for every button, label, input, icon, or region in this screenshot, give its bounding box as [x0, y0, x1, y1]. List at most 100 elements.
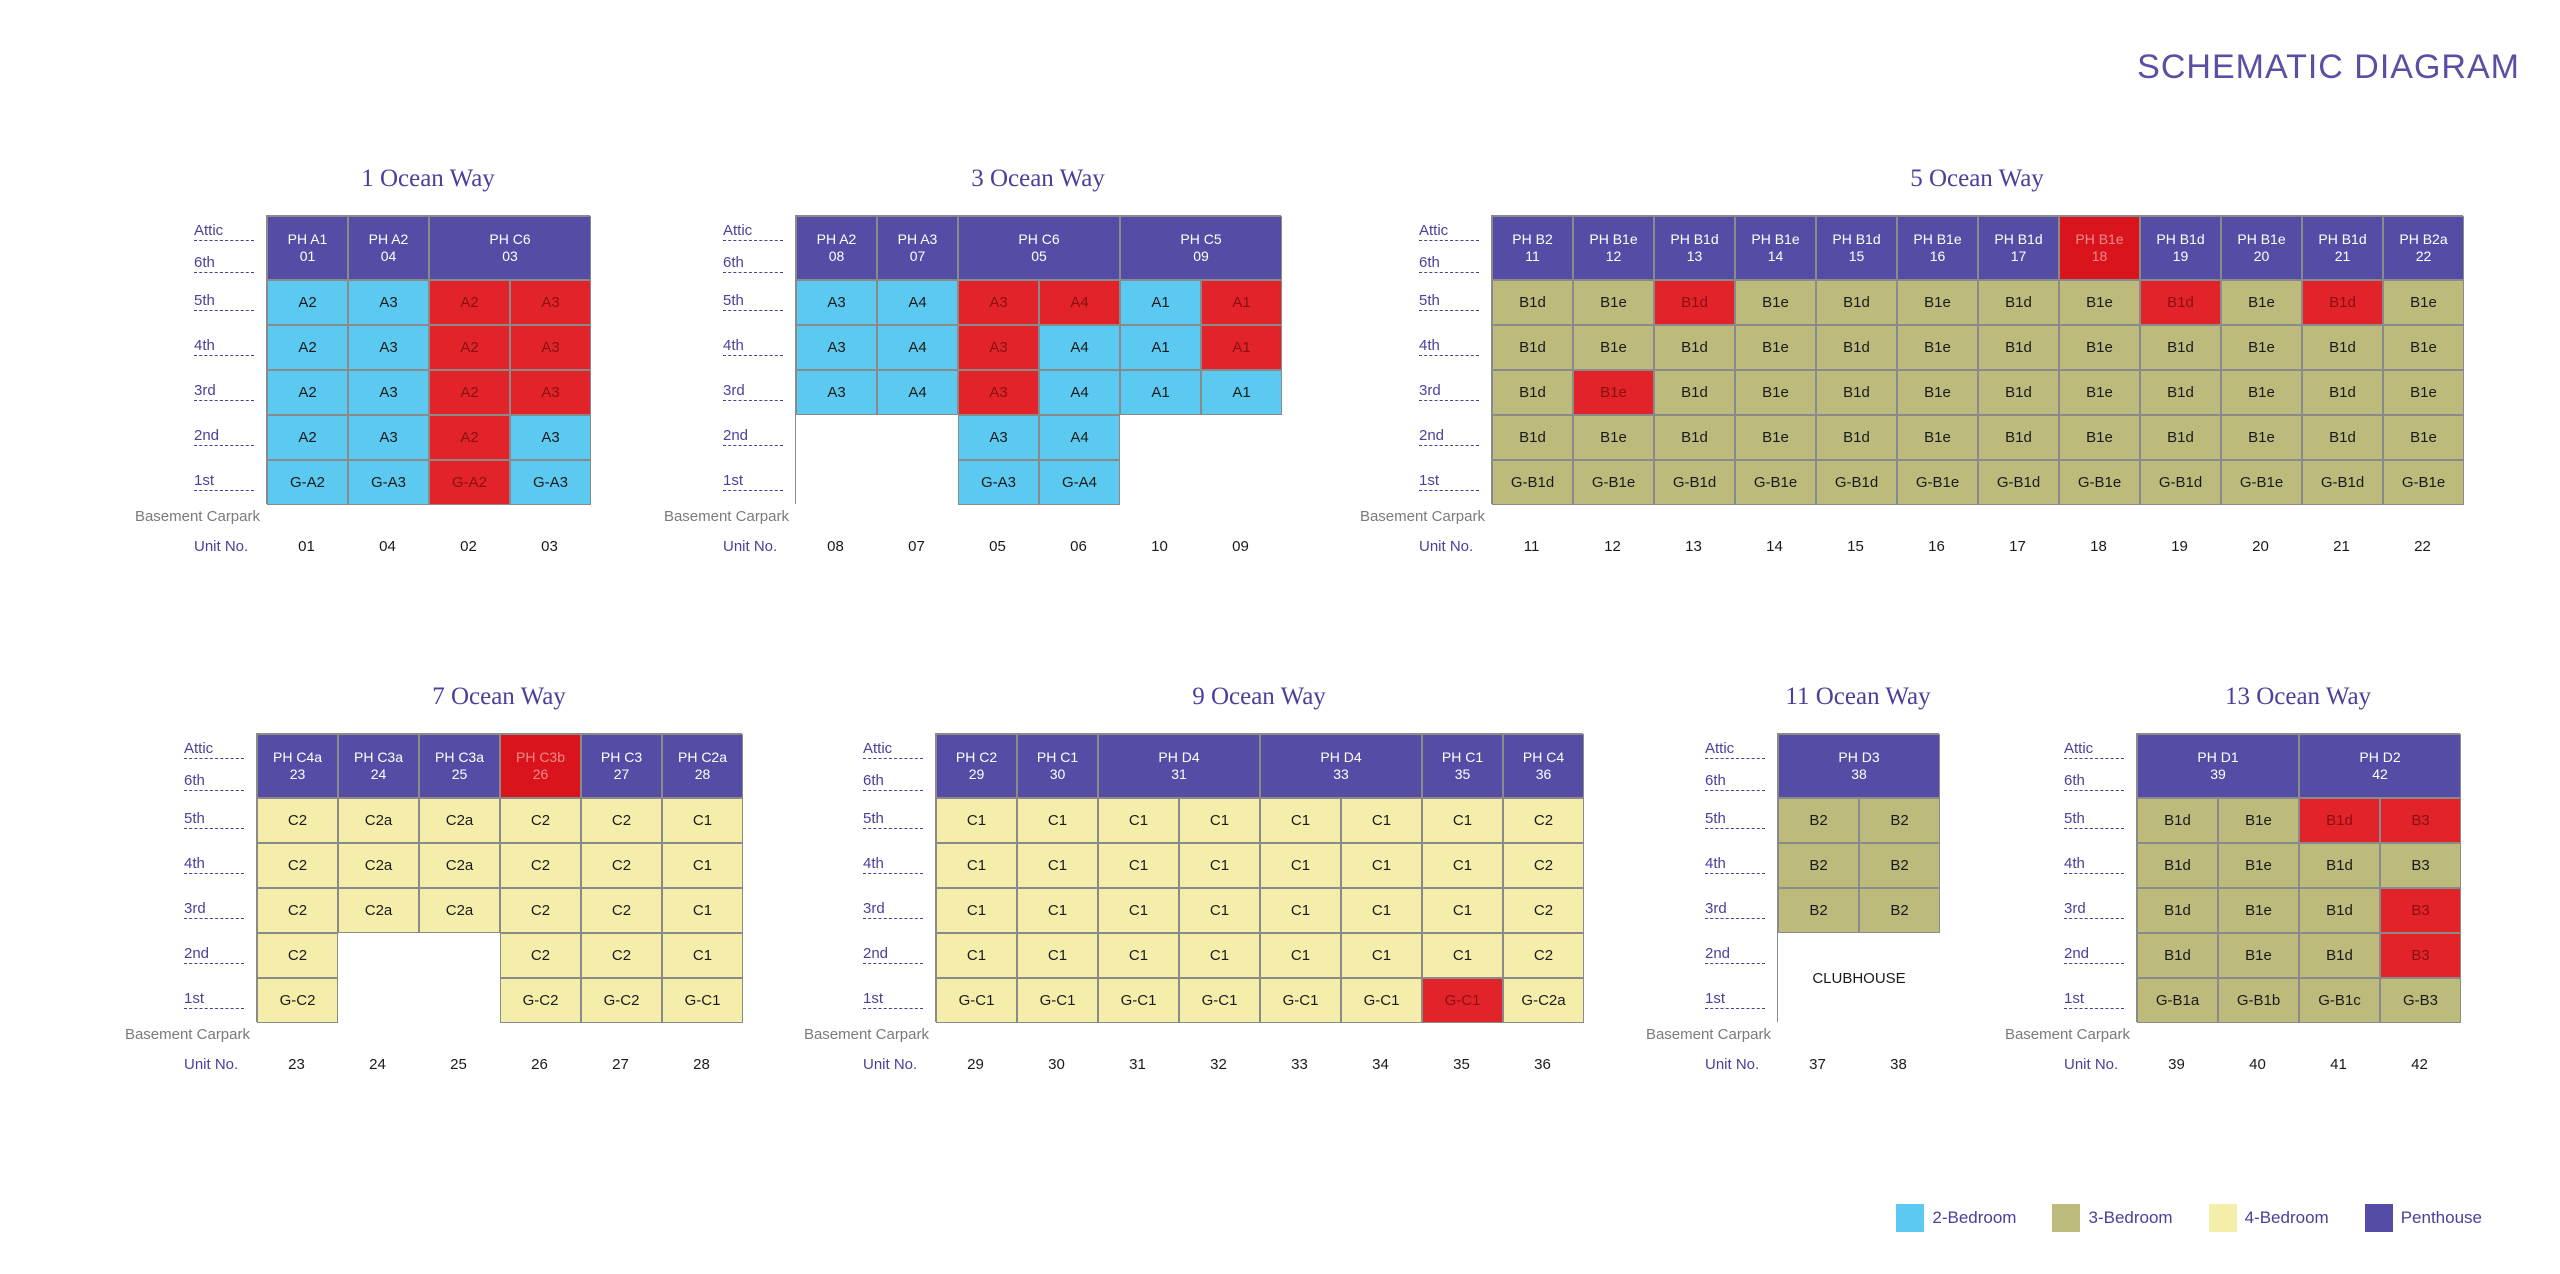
penthouse-code: PH C3a [434, 748, 485, 765]
penthouse-code: PH B1e [2075, 230, 2124, 247]
unit-cell: B1d [1492, 325, 1573, 370]
building-title: 7 Ocean Way [432, 683, 566, 710]
unit-cell: C1 [1422, 798, 1503, 843]
unit-cell: A1 [1201, 370, 1282, 415]
unit-cell: C1 [1098, 933, 1179, 978]
legend-label: 2-Bedroom [1932, 1208, 2017, 1227]
floor-label: 5th [1419, 293, 1479, 311]
floor-label: Attic [1705, 741, 1765, 759]
floor-label: 5th [863, 811, 923, 829]
penthouse-code: PH C5 [1180, 230, 1222, 247]
penthouse-unit: 11 [1525, 248, 1540, 264]
unit-number: 38 [1890, 1056, 1907, 1073]
unit-number: 23 [288, 1056, 305, 1073]
building-grid: PH B2 11 PH B1e 12 PH B1d 13 PH B1e 14 PH B1d 15 P… [1491, 215, 2464, 505]
floor-label: 5th [2064, 811, 2124, 829]
unit-cell: A1 [1201, 325, 1282, 370]
penthouse-unit: 13 [1686, 248, 1703, 264]
unit-cell: C1 [1260, 798, 1341, 843]
unit-cell: B1d [2140, 280, 2221, 325]
penthouse-code: PH A1 [287, 230, 328, 247]
unit-cell: C1 [1260, 843, 1341, 888]
unit-cell: A4 [1039, 280, 1120, 325]
unit-cell: C2a [419, 843, 500, 888]
penthouse-cell: PH C3a 25 [419, 734, 500, 798]
unit-number: 21 [2333, 538, 2350, 555]
unit-cell: A1 [1201, 280, 1282, 325]
floor-label: 1st [2064, 991, 2124, 1009]
unit-cell: C1 [1017, 888, 1098, 933]
unit-cell: G-C1 [1260, 978, 1341, 1023]
unit-cell: B1d [2302, 325, 2383, 370]
unit-cell: G-C1 [1179, 978, 1260, 1023]
floor-label: 4th [194, 338, 254, 356]
unit-cell: G-B3 [2380, 978, 2461, 1023]
unit-no-label: Unit No. [1705, 1056, 1760, 1073]
unit-cell: C1 [662, 843, 743, 888]
unit-number: 19 [2171, 538, 2188, 555]
penthouse-unit: 28 [694, 766, 711, 782]
building-title: 5 Ocean Way [1910, 165, 2044, 192]
unit-cell: A3 [958, 280, 1039, 325]
unit-cell: C1 [1341, 798, 1422, 843]
penthouse-unit: 39 [2210, 766, 2226, 782]
unit-cell: C1 [1179, 798, 1260, 843]
building-grid: PH C4a 23 PH C3a 24 PH C3a 25 PH C3b 26 PH C3 27 P… [256, 733, 743, 1023]
unit-cell: B1d [1654, 280, 1735, 325]
penthouse-unit: 09 [1193, 248, 1209, 264]
unit-cell: G-B1e [1897, 460, 1978, 505]
unit-cell: B2 [1778, 888, 1859, 933]
unit-cell: A2 [267, 280, 348, 325]
unit-cell: B1e [1897, 280, 1978, 325]
unit-cell: A3 [510, 415, 591, 460]
basement-carpark-label: Basement Carpark [2004, 1026, 2130, 1043]
unit-cell: G-A4 [1039, 460, 1120, 505]
penthouse-code: PH B1e [1751, 230, 1800, 247]
penthouse-cell: PH B1d 21 [2302, 216, 2383, 280]
unit-cell: C1 [1098, 798, 1179, 843]
unit-cell: B1d [2299, 933, 2380, 978]
unit-number: 25 [450, 1056, 467, 1073]
penthouse-unit: 38 [1851, 766, 1867, 782]
unit-cell: C2 [500, 888, 581, 933]
unit-cell: A3 [348, 280, 429, 325]
floor-label: 6th [2064, 773, 2124, 791]
unit-cell: B1d [1492, 370, 1573, 415]
floor-label: 4th [1705, 856, 1765, 874]
unit-number: 22 [2414, 538, 2431, 555]
unit-cell: C1 [662, 888, 743, 933]
unit-cell: G-B1d [1816, 460, 1897, 505]
unit-cell: B2 [1778, 843, 1859, 888]
empty-cell [1120, 415, 1201, 460]
unit-cell: B1d [2137, 843, 2218, 888]
penthouse-cell: PH C5 09 [1120, 216, 1282, 280]
penthouse-cell: PH B1e 12 [1573, 216, 1654, 280]
legend-swatch [2364, 1204, 2393, 1232]
unit-cell: B1e [2218, 798, 2299, 843]
floor-label: 6th [723, 255, 783, 273]
unit-no-label: Unit No. [1419, 538, 1474, 555]
unit-cell: G-C1 [1017, 978, 1098, 1023]
unit-cell: G-B1e [2383, 460, 2464, 505]
penthouse-code: PH B1d [2156, 230, 2205, 247]
penthouse-unit: 08 [828, 248, 845, 264]
unit-cell: B1e [1735, 415, 1816, 460]
unit-cell: A4 [877, 325, 958, 370]
unit-cell: A2 [429, 280, 510, 325]
unit-cell: C1 [1422, 888, 1503, 933]
unit-cell: A2 [267, 415, 348, 460]
unit-cell: B1d [1654, 415, 1735, 460]
unit-cell: B1d [1816, 280, 1897, 325]
basement-carpark-label: Basement Carpark [134, 508, 260, 525]
unit-cell: A4 [1039, 370, 1120, 415]
unit-number: 03 [541, 538, 558, 555]
unit-cell: A2 [429, 415, 510, 460]
penthouse-unit: 04 [380, 248, 397, 264]
unit-cell: B2 [1859, 888, 1940, 933]
unit-cell: C1 [1341, 843, 1422, 888]
unit-cell: C2 [581, 843, 662, 888]
unit-number: 04 [379, 538, 396, 555]
unit-cell: B1e [2218, 933, 2299, 978]
penthouse-code: PH B2 [1512, 230, 1553, 247]
penthouse-code: PH C6 [1018, 230, 1060, 247]
